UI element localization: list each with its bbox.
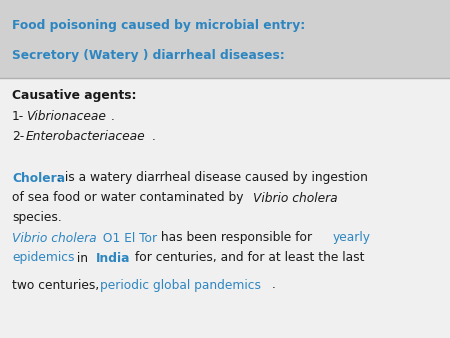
Text: Vibrionaceae: Vibrionaceae bbox=[26, 111, 106, 123]
Text: .: . bbox=[111, 111, 115, 123]
Text: of sea food or water contaminated by: of sea food or water contaminated by bbox=[12, 192, 248, 204]
Text: India: India bbox=[96, 251, 130, 265]
Text: has been responsible for: has been responsible for bbox=[157, 232, 316, 244]
Text: .: . bbox=[272, 279, 276, 291]
Text: 1-: 1- bbox=[12, 111, 24, 123]
Text: species.: species. bbox=[12, 212, 62, 224]
Text: : is a watery diarrheal disease caused by ingestion: : is a watery diarrheal disease caused b… bbox=[57, 171, 368, 185]
Text: Vibrio cholera: Vibrio cholera bbox=[12, 232, 97, 244]
Text: Secretory (Watery ) diarrheal diseases:: Secretory (Watery ) diarrheal diseases: bbox=[12, 48, 285, 62]
Text: Causative agents:: Causative agents: bbox=[12, 90, 136, 102]
Text: Cholera: Cholera bbox=[12, 171, 65, 185]
Text: Food poisoning caused by microbial entry:: Food poisoning caused by microbial entry… bbox=[12, 19, 305, 31]
Text: yearly: yearly bbox=[333, 232, 371, 244]
Text: epidemics: epidemics bbox=[12, 251, 75, 265]
Text: Enterobacteriaceae: Enterobacteriaceae bbox=[26, 129, 146, 143]
Bar bbox=[0, 0, 450, 78]
Text: Vibrio cholera: Vibrio cholera bbox=[253, 192, 338, 204]
Text: in: in bbox=[73, 251, 92, 265]
Text: O1 El Tor: O1 El Tor bbox=[99, 232, 157, 244]
Text: .: . bbox=[152, 129, 156, 143]
Text: 2-: 2- bbox=[12, 129, 24, 143]
Text: two centuries,: two centuries, bbox=[12, 279, 103, 291]
Text: periodic global pandemics: periodic global pandemics bbox=[100, 279, 261, 291]
Text: for centuries, and for at least the last: for centuries, and for at least the last bbox=[131, 251, 365, 265]
